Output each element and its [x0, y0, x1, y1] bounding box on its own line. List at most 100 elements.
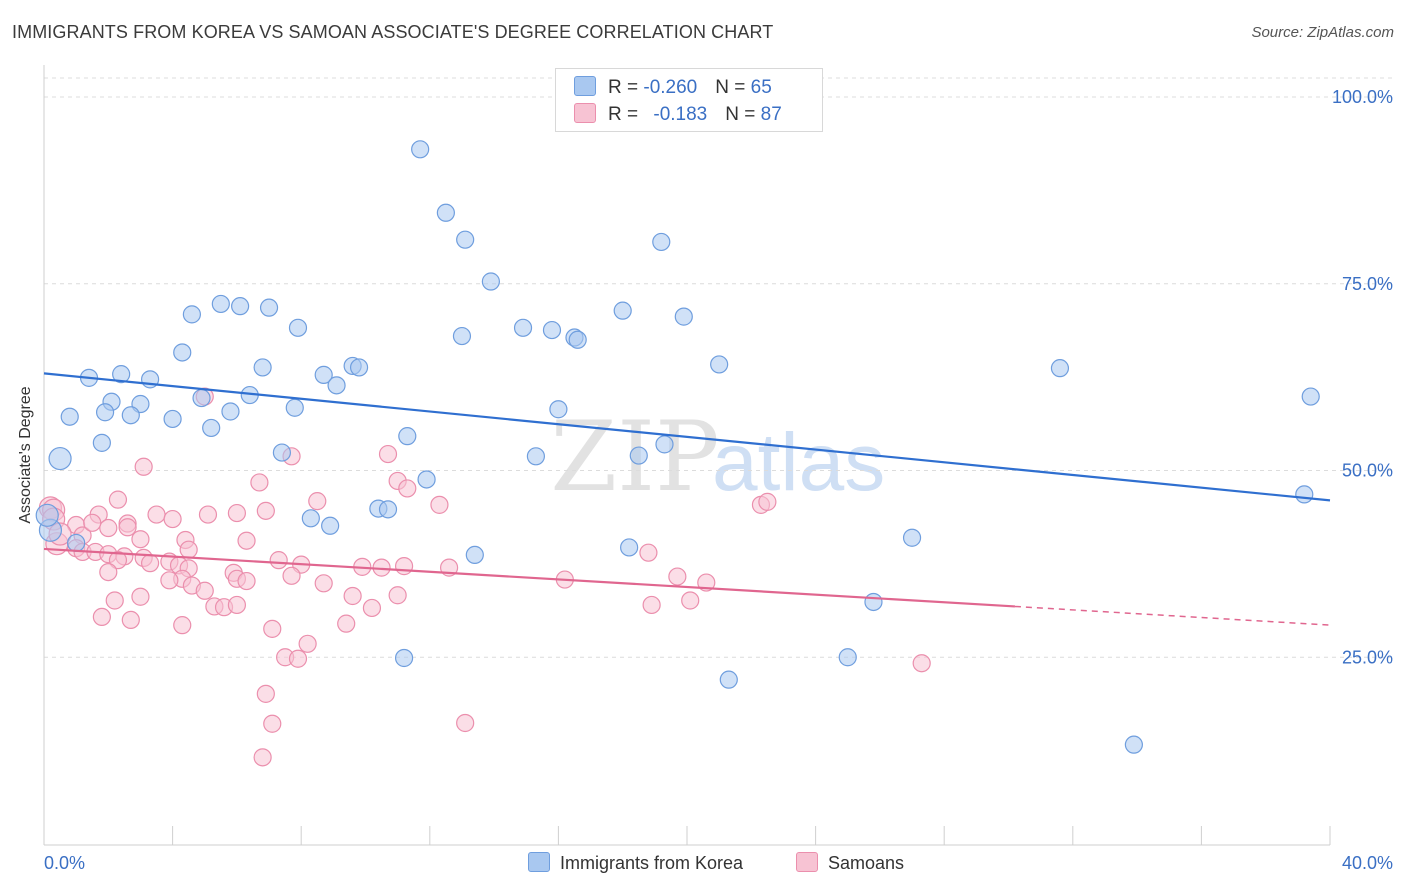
korea-point — [121, 406, 140, 425]
korea-point — [272, 443, 292, 462]
korea-point — [1295, 485, 1314, 504]
bottom-legend-korea-label: Immigrants from Korea — [560, 853, 744, 873]
korea-point — [526, 447, 545, 466]
korea-point — [301, 509, 320, 528]
samoa-point — [263, 619, 282, 638]
korea-point — [411, 140, 430, 159]
samoa-point — [227, 503, 246, 523]
korea-point — [231, 297, 250, 316]
korea-point — [259, 298, 279, 317]
korea-point — [710, 355, 729, 374]
korea-point — [902, 528, 922, 547]
korea-point — [398, 427, 417, 446]
samoa-point — [250, 473, 269, 492]
bottom-legend-korea: Immigrants from Korea — [528, 852, 743, 874]
korea-point — [655, 435, 674, 454]
korea-trend-line — [43, 372, 1331, 502]
korea-point — [417, 470, 436, 489]
samoa-point — [237, 571, 256, 591]
chart-title: IMMIGRANTS FROM KOREA VS SAMOAN ASSOCIAT… — [12, 22, 774, 42]
samoa-point — [256, 684, 275, 703]
korea-point — [549, 400, 568, 419]
korea-point — [652, 232, 671, 252]
bottom-legend-swatch-korea — [528, 852, 550, 872]
samoa-point — [163, 509, 182, 529]
korea-point — [436, 203, 455, 222]
korea-point — [211, 294, 230, 314]
korea-point — [288, 318, 308, 337]
samoa-point — [398, 479, 417, 498]
korea-point — [838, 648, 857, 667]
korea-point — [674, 307, 693, 326]
samoa-point — [131, 587, 150, 606]
korea-point — [321, 516, 340, 535]
korea-point — [1050, 359, 1070, 378]
samoa-point — [140, 554, 160, 573]
bottom-legend-samoa: Samoans — [796, 852, 904, 874]
samoa-point — [173, 616, 192, 635]
samoa-trend-extension — [1014, 605, 1331, 626]
samoa-point — [456, 713, 475, 733]
legend: R = -0.260 N = 65 R = -0.183 N = 87 — [555, 68, 823, 132]
samoa-point — [253, 748, 272, 767]
korea-point — [452, 326, 472, 346]
samoa-point — [681, 591, 700, 610]
legend-swatch-samoa — [574, 103, 596, 123]
samoa-point — [337, 614, 356, 633]
samoa-point — [639, 543, 658, 562]
korea-point — [112, 365, 131, 384]
samoa-point — [314, 574, 333, 593]
korea-point — [60, 407, 79, 426]
y-tick-label: 50.0% — [1342, 461, 1393, 481]
samoa-point — [99, 562, 118, 582]
legend-korea-r-label: R = — [608, 77, 644, 98]
x-tick-label-left: 0.0% — [44, 853, 85, 873]
korea-point — [163, 409, 182, 429]
y-tick-label: 100.0% — [1332, 87, 1393, 107]
bottom-legend-samoa-label: Samoans — [828, 853, 905, 873]
samoa-point — [282, 566, 301, 585]
samoa-point — [92, 607, 111, 627]
y-tick-label: 75.0% — [1342, 274, 1393, 294]
legend-korea-r-value: -0.260 — [643, 77, 698, 98]
legend-samoa-r-value: -0.183 — [653, 104, 708, 125]
korea-point — [542, 320, 562, 340]
samoa-point — [288, 649, 308, 668]
x-tick-label-right: 40.0% — [1342, 853, 1393, 873]
korea-point — [629, 446, 648, 465]
samoa-point — [298, 634, 317, 653]
korea-point — [513, 318, 533, 337]
samoa-point — [256, 501, 275, 520]
korea-point — [173, 343, 192, 362]
samoa-trend-line — [43, 547, 1015, 608]
samoa-point — [121, 610, 140, 630]
axis-layer — [43, 65, 1331, 846]
tick-labels: 100.0% 75.0% 50.0% 25.0% 0.0% 40.0% — [44, 87, 1393, 873]
samoa-point — [105, 591, 124, 610]
samoa-point — [697, 573, 716, 592]
samoa-point — [108, 490, 128, 509]
samoa-point — [227, 595, 246, 615]
korea-point — [620, 538, 639, 557]
samoa-point — [362, 598, 382, 618]
korea-point — [285, 398, 304, 417]
korea-point — [221, 402, 240, 421]
korea-point — [314, 365, 333, 384]
source-label: Source: ZipAtlas.com — [1251, 24, 1394, 41]
samoa-point — [668, 567, 687, 586]
trend-lines — [43, 372, 1331, 626]
korea-point — [568, 330, 587, 349]
y-tick-label: 25.0% — [1342, 647, 1393, 667]
samoa-point — [237, 531, 256, 550]
legend-korea-n-label: N = — [715, 77, 751, 98]
samoa-point — [118, 518, 137, 537]
samoa-point — [263, 714, 282, 733]
korea-point — [67, 533, 86, 553]
samoa-point — [378, 444, 398, 464]
samoa-point — [179, 540, 198, 559]
samoa-point — [83, 513, 102, 532]
korea-point — [481, 272, 500, 291]
korea-point — [1301, 387, 1320, 406]
samoa-point — [308, 492, 327, 511]
